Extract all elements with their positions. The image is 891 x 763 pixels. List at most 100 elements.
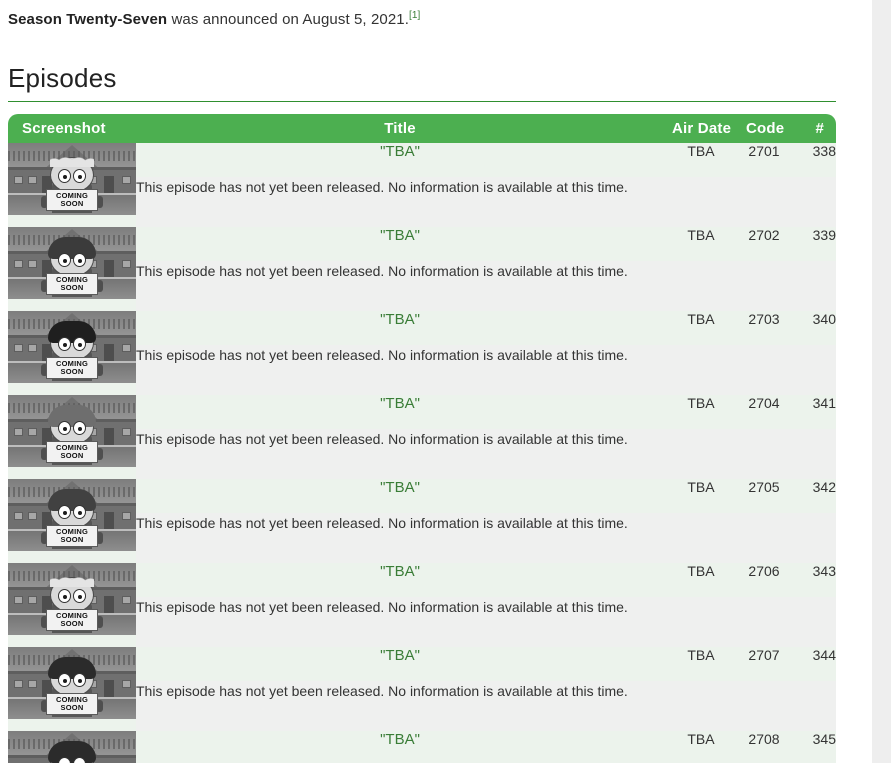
- thumbnail-door: [42, 427, 52, 446]
- character-hat: [48, 488, 96, 511]
- thumbnail-door: [42, 679, 52, 698]
- episode-description: This episode has not yet been released. …: [136, 680, 836, 731]
- intro-paragraph: Season Twenty-Seven was announced on Aug…: [8, 0, 864, 32]
- table-row-description: This episode has not yet been released. …: [8, 428, 836, 479]
- thumbnail-window: [28, 511, 37, 520]
- column-header-code[interactable]: Code: [738, 113, 790, 143]
- character-eye-right: [73, 672, 86, 687]
- table-row-description: This episode has not yet been released. …: [8, 680, 836, 731]
- episodes-table-head: Screenshot Title Air Date Code #: [8, 113, 836, 143]
- thumbnail-frame[interactable]: COMING SOON: [8, 226, 136, 299]
- episode-title-link[interactable]: "TBA": [380, 646, 420, 664]
- episode-title-link[interactable]: "TBA": [380, 394, 420, 412]
- thumbnail-frame[interactable]: COMING SOON: [8, 646, 136, 719]
- episode-description: This episode has not yet been released. …: [136, 260, 836, 311]
- thumbnail-window: [122, 595, 131, 604]
- thumbnail-house-left: [8, 754, 54, 763]
- episode-code: 2705: [738, 478, 790, 513]
- character-eye-right: [73, 168, 86, 183]
- table-row: COMING SOON "TBA" TBA 2705 342: [8, 478, 836, 563]
- episode-title-link[interactable]: "TBA": [380, 562, 420, 580]
- character-eye-right: [73, 336, 86, 351]
- episode-title-link[interactable]: "TBA": [380, 478, 420, 496]
- character-hair: [50, 150, 94, 167]
- episode-title-cell: "TBA": [136, 730, 664, 763]
- column-header-title[interactable]: Title: [136, 113, 664, 143]
- column-header-air-date[interactable]: Air Date: [664, 113, 738, 143]
- table-row-description: This episode has not yet been released. …: [8, 596, 836, 647]
- coming-soon-sign: COMING SOON: [46, 524, 98, 547]
- table-row: COMING SOON "TBA" TBA 2708 345: [8, 730, 836, 763]
- character-arm-left: [41, 363, 48, 376]
- coming-soon-line-2: SOON: [60, 198, 84, 208]
- character-eye-right: [73, 420, 86, 435]
- thumbnail-window: [28, 679, 37, 688]
- citation-link-1[interactable]: [1]: [409, 10, 421, 21]
- thumbnail-window: [122, 259, 131, 268]
- thumbnail-house-left: [8, 670, 54, 699]
- thumbnail-frame[interactable]: COMING SOON: [8, 478, 136, 551]
- thumbnail-window: [28, 175, 37, 184]
- thumbnail-frame[interactable]: COMING SOON: [8, 394, 136, 467]
- thumbnail-frame[interactable]: COMING SOON: [8, 142, 136, 215]
- character-eye-left: [58, 672, 71, 687]
- episode-title-link[interactable]: "TBA": [380, 226, 420, 244]
- episode-code: 2703: [738, 310, 790, 345]
- episode-thumbnail[interactable]: COMING SOON: [8, 226, 136, 299]
- episode-title-link[interactable]: "TBA": [380, 730, 420, 748]
- thumbnail-window: [14, 511, 23, 520]
- character-arm-right: [96, 195, 103, 208]
- coming-soon-line-2: SOON: [60, 618, 84, 628]
- episode-air-date: TBA: [664, 562, 738, 597]
- episode-number: 344: [790, 646, 836, 681]
- episode-thumbnail[interactable]: COMING SOON: [8, 646, 136, 719]
- coming-soon-line-2: SOON: [60, 534, 84, 544]
- episode-title-link[interactable]: "TBA": [380, 142, 420, 160]
- episode-air-date: TBA: [664, 142, 738, 177]
- column-header-screenshot[interactable]: Screenshot: [8, 113, 136, 143]
- episode-thumbnail[interactable]: COMING SOON: [8, 310, 136, 383]
- thumbnail-house-right: [82, 754, 136, 763]
- coming-soon-sign: COMING SOON: [46, 188, 98, 211]
- thumbnail-frame[interactable]: COMING SOON: [8, 562, 136, 635]
- episode-air-date: TBA: [664, 226, 738, 261]
- table-row-description: This episode has not yet been released. …: [8, 512, 836, 563]
- episode-title-link[interactable]: "TBA": [380, 310, 420, 328]
- coming-soon-line-1: COMING: [55, 191, 89, 200]
- character-arm-right: [96, 363, 103, 376]
- episode-screenshot-cell: COMING SOON: [8, 730, 136, 763]
- coming-soon-sign: COMING SOON: [46, 272, 98, 295]
- episode-air-date: TBA: [664, 646, 738, 681]
- episode-thumbnail[interactable]: COMING SOON: [8, 394, 136, 467]
- thumbnail-window: [14, 427, 23, 436]
- table-header-row: Screenshot Title Air Date Code #: [8, 113, 836, 143]
- thumbnail-door: [104, 679, 114, 698]
- thumbnail-door: [104, 175, 114, 194]
- character-eye-left: [58, 168, 71, 183]
- thumbnail-frame[interactable]: COMING SOON: [8, 310, 136, 383]
- character-hat: [48, 320, 96, 343]
- episode-title-cell: "TBA": [136, 478, 664, 513]
- episode-number: 339: [790, 226, 836, 261]
- episode-thumbnail[interactable]: COMING SOON: [8, 730, 136, 763]
- episode-title-cell: "TBA": [136, 142, 664, 177]
- episode-description: This episode has not yet been released. …: [136, 176, 836, 227]
- thumbnail-window: [14, 595, 23, 604]
- coming-soon-sign: COMING SOON: [46, 440, 98, 463]
- episode-screenshot-cell: COMING SOON: [8, 226, 136, 311]
- episode-thumbnail[interactable]: COMING SOON: [8, 478, 136, 551]
- page-title: Episodes: [8, 63, 117, 93]
- episode-description: This episode has not yet been released. …: [136, 512, 836, 563]
- thumbnail-frame[interactable]: COMING SOON: [8, 730, 136, 763]
- thumbnail-window: [28, 343, 37, 352]
- column-header-number[interactable]: #: [790, 113, 836, 143]
- intro-rest-text: was announced on August 5, 2021.: [167, 11, 410, 28]
- character-arm-left: [41, 615, 48, 628]
- character-eye-left: [58, 252, 71, 267]
- episode-thumbnail[interactable]: COMING SOON: [8, 562, 136, 635]
- thumbnail-window: [28, 595, 37, 604]
- coming-soon-line-2: SOON: [60, 282, 84, 292]
- episode-thumbnail[interactable]: COMING SOON: [8, 142, 136, 215]
- episode-number: 340: [790, 310, 836, 345]
